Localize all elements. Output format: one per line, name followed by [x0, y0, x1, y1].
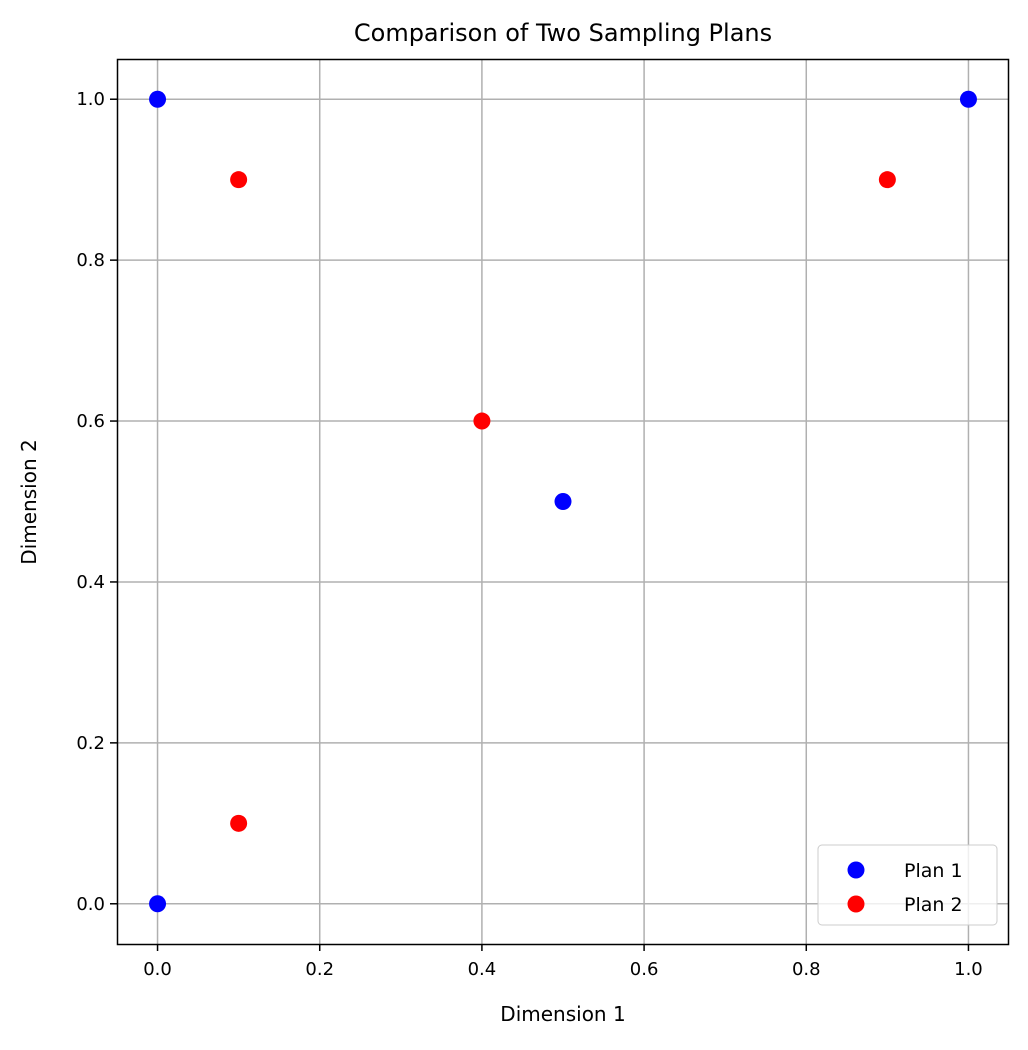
grid-lines [117, 59, 1009, 944]
legend-marker [847, 861, 865, 879]
point-plan-1 [149, 895, 167, 913]
legend-label: Plan 2 [904, 894, 963, 916]
x-tick-label: 0.2 [305, 959, 334, 980]
x-tick-label: 0.0 [143, 959, 172, 980]
x-tick-label: 0.4 [468, 959, 497, 980]
y-axis-label: Dimension 2 [17, 439, 41, 564]
point-plan-1 [959, 90, 977, 108]
y-tick-label: 0.4 [76, 572, 105, 593]
legend-marker [847, 895, 865, 913]
y-tick-label: 1.0 [76, 89, 105, 110]
point-plan-1 [554, 493, 572, 510]
x-tick-label: 0.6 [630, 959, 659, 980]
axis-ticks: 0.0 0.2 0.4 0.6 0.8 1.0 0.0 0.2 0.4 0.6 0.8 1.0 [76, 89, 982, 980]
point-plan-2 [230, 814, 248, 832]
point-plan-1 [149, 90, 167, 108]
x-tick-label: 0.8 [792, 959, 821, 980]
chart-title: Comparison of Two Sampling Plans [354, 19, 772, 47]
y-tick-label: 0.2 [76, 733, 105, 754]
x-axis-label: Dimension 1 [500, 1002, 625, 1026]
point-plan-2 [878, 171, 896, 189]
x-tick-label: 1.0 [954, 959, 983, 980]
plot-frame [116, 58, 1010, 946]
point-plan-2 [230, 171, 248, 189]
legend-label: Plan 1 [904, 860, 963, 882]
y-tick-label: 0.6 [76, 411, 105, 432]
legend: Plan 1 Plan 2 [817, 844, 998, 926]
y-tick-label: 0.8 [76, 250, 105, 271]
point-plan-2 [473, 412, 491, 430]
y-tick-label: 0.0 [76, 894, 105, 915]
data-points [149, 90, 977, 913]
